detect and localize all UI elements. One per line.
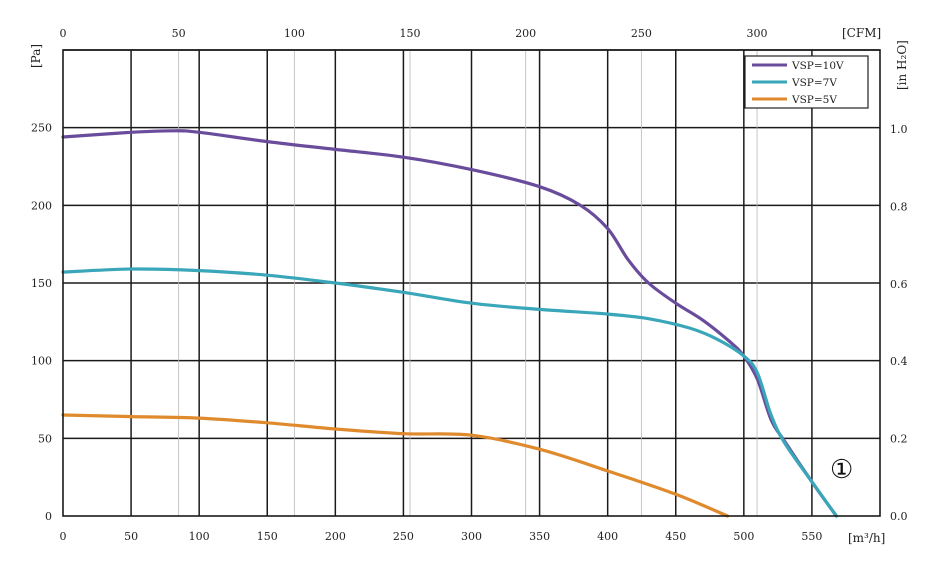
x-tick-label: 50 — [124, 530, 138, 543]
secondary-y-tick-label: 0.6 — [890, 278, 908, 291]
secondary-y-tick-label: 0.2 — [890, 433, 908, 446]
y-tick-label: 0 — [45, 510, 52, 523]
secondary-y-tick-label: 0.4 — [890, 355, 908, 368]
x-tick-label: 150 — [257, 530, 278, 543]
secondary-y-tick-label: 0.0 — [890, 510, 908, 523]
legend-label-10v: VSP=10V — [791, 60, 844, 72]
y-tick-label: 250 — [31, 122, 52, 135]
cfm-tick-label: 50 — [172, 27, 186, 40]
x-tick-label: 300 — [461, 530, 482, 543]
secondary-y-unit-label: [in H₂O] — [895, 40, 909, 90]
x-tick-label: 200 — [325, 530, 346, 543]
y-unit-label: [Pa] — [29, 44, 43, 68]
cfm-tick-label: 300 — [747, 27, 768, 40]
curves — [61, 129, 838, 518]
plot-frame — [62, 49, 881, 517]
x-tick-label: 250 — [393, 530, 414, 543]
x-tick-label: 550 — [801, 530, 822, 543]
y-tick-label: 200 — [31, 199, 52, 212]
secondary-y-tick-label: 1.0 — [890, 123, 908, 136]
series-line-5v — [61, 413, 730, 518]
series-line-7v — [61, 267, 838, 518]
x-tick-label: 0 — [60, 530, 67, 543]
cfm-tick-label: 100 — [284, 27, 305, 40]
x-tick-label: 100 — [189, 530, 210, 543]
plot-border — [62, 49, 881, 517]
x-tick-label: 400 — [597, 530, 618, 543]
y-tick-label: 50 — [38, 432, 52, 445]
x-unit-label: [m³/h] — [848, 531, 885, 545]
secondary-x-unit-label: [CFM] — [842, 26, 881, 40]
secondary-y-tick-label: 0.8 — [890, 200, 908, 213]
x-tick-label: 350 — [529, 530, 550, 543]
x-tick-label: 450 — [665, 530, 686, 543]
legend-label-7v: VSP=7V — [791, 77, 837, 89]
cfm-tick-label: 150 — [400, 27, 421, 40]
y-tick-label: 150 — [31, 277, 52, 290]
y-tick-label: 100 — [31, 355, 52, 368]
series-line-10v — [61, 129, 838, 518]
grid — [63, 49, 880, 516]
legend: VSP=10V VSP=7V VSP=5V — [744, 55, 869, 109]
legend-label-5v: VSP=5V — [791, 94, 837, 106]
cfm-tick-label: 200 — [515, 27, 536, 40]
cfm-tick-label: 250 — [631, 27, 652, 40]
cfm-tick-label: 0 — [60, 27, 67, 40]
curve-marker-1: ① — [830, 455, 853, 485]
x-tick-label: 500 — [733, 530, 754, 543]
